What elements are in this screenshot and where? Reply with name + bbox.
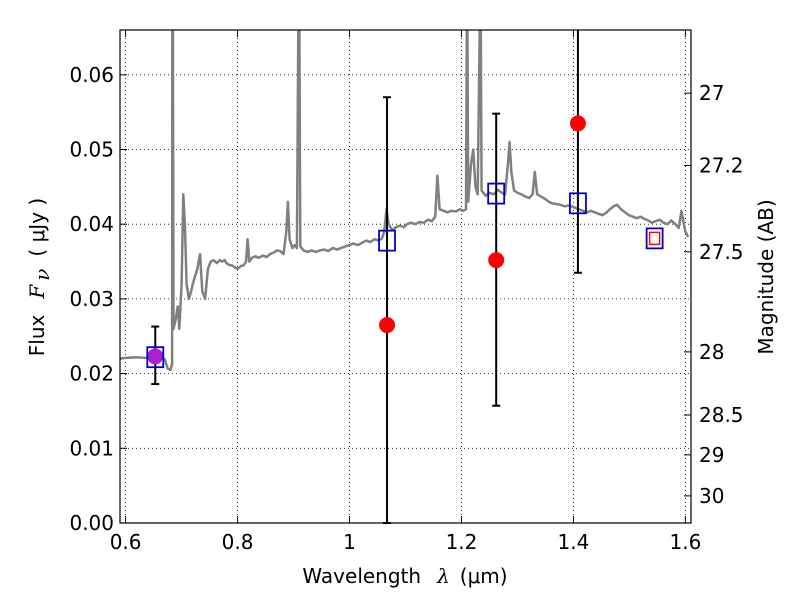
model-box — [569, 192, 587, 215]
y-axis-label: Flux F ν ( μJy ) — [25, 198, 54, 356]
ticks-layer: 0.6 0.8 1 1.2 1.4 1.6 0.00 0.01 0.02 0.03 0.04 0.05… — [69, 30, 744, 554]
plot-frame — [119, 29, 692, 524]
observed-point — [147, 348, 164, 365]
model-box-last — [645, 227, 664, 250]
x-axis-symbol: λ — [436, 564, 450, 588]
y-tick-label: 0.01 — [69, 436, 114, 460]
observed-point — [379, 317, 396, 334]
right-tick-label: 27.2 — [699, 153, 744, 177]
x-axis-label: Wavelength λ (μm) — [302, 564, 507, 588]
right-tick-label: 30 — [699, 484, 724, 508]
right-tick-label: 27 — [699, 81, 724, 105]
x-axis-label-prefix: Wavelength — [302, 564, 421, 588]
x-tick-label: 0.6 — [110, 530, 142, 554]
model-box — [487, 182, 506, 205]
x-tick-label: 1 — [343, 530, 356, 554]
right-tick-label: 27.5 — [699, 240, 744, 264]
x-tick-label: 1.6 — [669, 530, 701, 554]
y-tick-label: 0.04 — [69, 212, 114, 236]
y-axis-symbol: F — [25, 284, 49, 300]
y-axis-unit: ( μJy ) — [25, 198, 49, 257]
y-tick-label: 0.02 — [69, 362, 114, 386]
y-axis-subscript: ν — [30, 269, 54, 281]
y-tick-label: 0.05 — [69, 138, 114, 162]
right-tick-label: 28.5 — [699, 403, 744, 427]
observed-box-last — [648, 231, 661, 246]
right-tick-label: 29 — [699, 443, 724, 467]
model-box — [378, 229, 396, 252]
y-axis-label-prefix: Flux — [25, 314, 49, 356]
observed-point — [488, 252, 505, 269]
right-axis-label: Magnitude (AB) — [754, 199, 778, 354]
y-tick-label: 0.06 — [69, 63, 114, 87]
x-tick-label: 1.4 — [558, 530, 590, 554]
y-tick-label: 0.03 — [69, 287, 114, 311]
observed-point — [569, 115, 586, 132]
x-tick-label: 0.8 — [222, 530, 254, 554]
marks-layer — [146, 30, 664, 524]
model-box — [146, 346, 165, 369]
x-axis-unit: (μm) — [460, 564, 508, 588]
x-tick-label: 1.2 — [446, 530, 478, 554]
right-tick-label: 28 — [699, 340, 724, 364]
y-tick-label: 0.00 — [69, 511, 114, 535]
